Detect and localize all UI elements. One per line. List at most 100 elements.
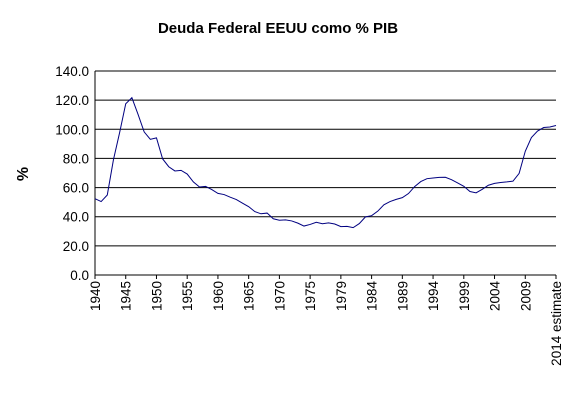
data-point [143,130,146,133]
data-point [130,96,133,99]
data-point [100,200,103,203]
data-point [259,212,262,215]
x-tick-label: 1984 [365,281,380,312]
data-point [315,221,318,224]
y-tick-label: 100.0 [55,122,89,137]
data-point [216,192,219,195]
data-point [487,184,490,187]
gridlines [95,70,556,276]
data-point [247,205,250,208]
data-point [241,202,244,205]
x-tick-label: 1979 [334,281,349,311]
y-tick-label: 20.0 [63,239,89,254]
x-tick-labels: 1940 1945 1950 1955 1960 1965 1970 1975 1979 1984… [88,275,564,366]
data-point [456,181,459,184]
data-point [155,136,158,139]
data-point [450,178,453,181]
data-point [364,215,367,218]
y-tick-label: 120.0 [55,93,89,108]
data-point [167,165,170,168]
chart-title: Deuda Federal EEUU como % PIB [158,20,398,37]
data-point [161,157,164,160]
data-point [229,196,232,199]
data-point [272,217,275,220]
x-tick-label: 1945 [119,281,134,311]
data-point [548,125,551,128]
data-point [198,185,201,188]
y-tick-label: 80.0 [63,151,89,166]
data-point [352,226,355,229]
x-tick-label: 1999 [457,281,472,311]
y-tick-labels: 0.0 20.0 40.0 60.0 80.0 100.0 120.0 140.0 [55,64,89,283]
data-point [530,136,533,139]
data-point [339,225,342,228]
data-point [555,124,558,127]
data-point [395,198,398,201]
data-point [346,225,349,228]
data-point [413,185,416,188]
data-point [542,126,545,129]
data-point [94,197,97,200]
data-point [223,193,226,196]
data-point [321,222,324,225]
data-point [124,102,127,105]
data-point [192,180,195,183]
series-group [94,96,558,229]
data-point [309,223,312,226]
x-tick-label: 1994 [426,281,441,312]
data-point [253,210,256,213]
data-point [204,185,207,188]
data-point [376,210,379,213]
x-tick-label: 1989 [395,281,410,311]
data-point [358,222,361,225]
data-point [266,212,269,215]
x-tick-label: 1940 [88,281,103,311]
x-tick-label: 1975 [303,281,318,311]
data-point [536,130,539,133]
x-tick-label: 1960 [211,281,226,311]
data-point [432,176,435,179]
data-point [333,223,336,226]
x-tick-label: 2014 estimate [549,281,564,366]
data-point [327,221,330,224]
y-tick-label: 140.0 [55,64,89,79]
x-tick-label: 1955 [180,281,195,311]
data-point [389,200,392,203]
data-point [481,188,484,191]
x-tick-label: 1965 [242,281,257,311]
data-point [370,214,373,217]
data-point [149,138,152,141]
data-point [112,158,115,161]
data-point [284,218,287,221]
data-point [493,182,496,185]
data-point [407,192,410,195]
series-line [94,96,557,229]
data-point [118,131,121,134]
data-point [382,203,385,206]
data-point [235,198,238,201]
x-tick-label: 2009 [518,281,533,311]
data-point [278,219,281,222]
data-point [505,180,508,183]
x-tick-label: 2004 [488,281,503,312]
data-point [425,177,428,180]
y-axis-label: % [15,167,32,181]
data-point [524,150,527,153]
data-point [462,185,465,188]
data-point [499,181,502,184]
data-point [296,222,299,225]
data-point [401,196,404,199]
y-tick-label: 60.0 [63,181,89,196]
data-point [511,180,514,183]
data-point [518,172,521,175]
y-tick-label: 0.0 [70,268,89,283]
data-point [438,176,441,179]
x-tick-label: 1970 [272,281,287,311]
data-point [137,113,140,116]
data-point [106,194,109,197]
data-point [444,176,447,179]
data-point [186,173,189,176]
data-point [210,188,213,191]
